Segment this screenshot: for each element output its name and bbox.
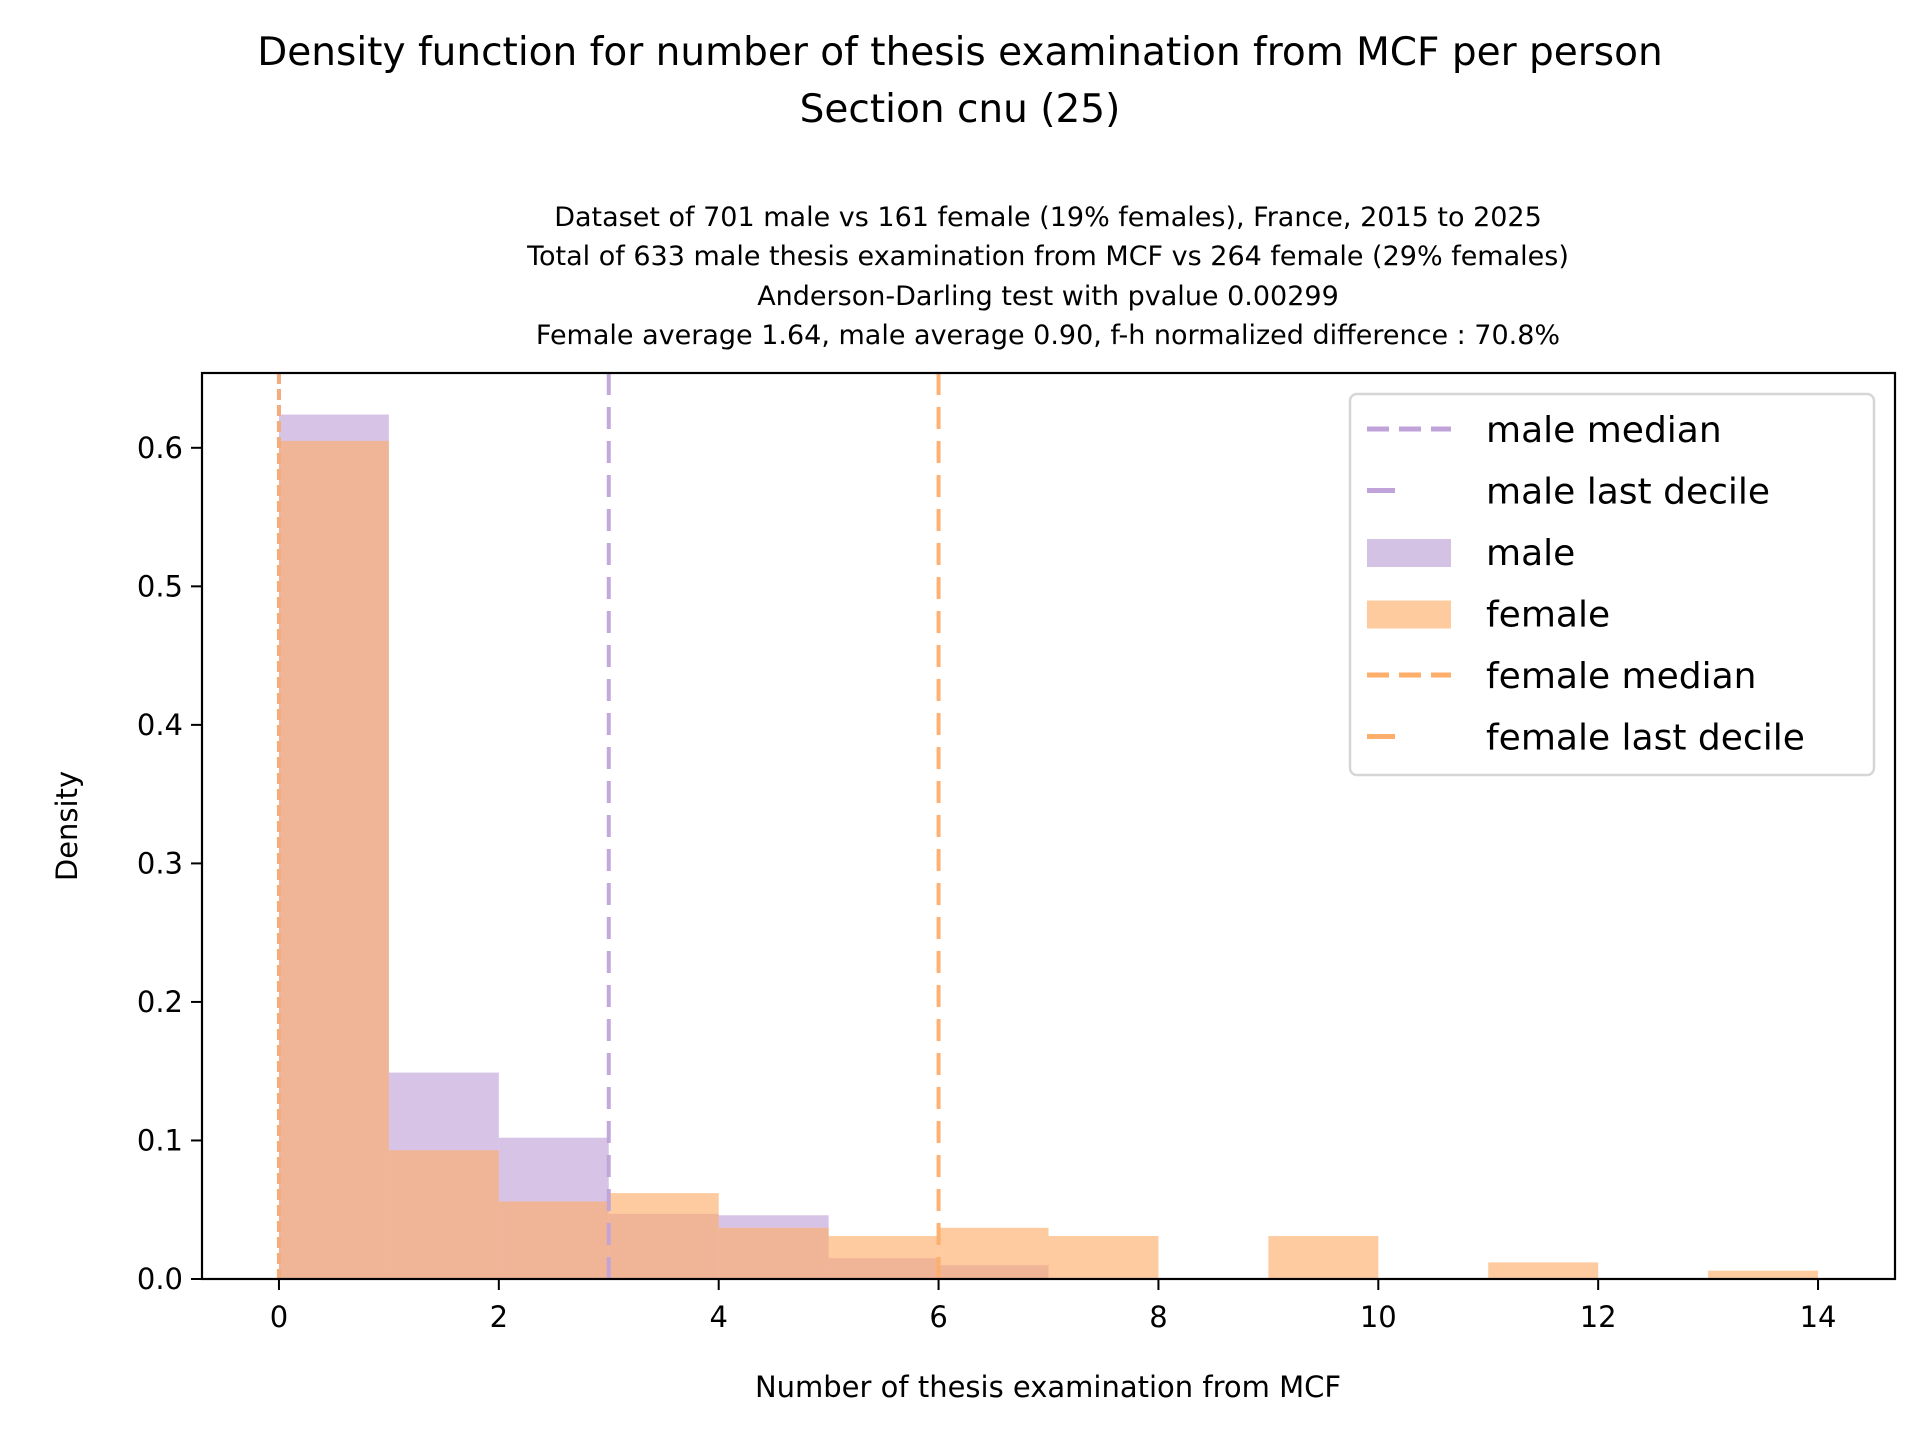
legend-item-male-median: male median (1367, 410, 1722, 451)
legend-item-female-median: female median (1367, 656, 1757, 697)
legend-swatch (1367, 539, 1451, 567)
y-tick-label: 0.6 (137, 431, 183, 465)
female-bar (498, 1201, 609, 1279)
x-tick-label: 12 (1580, 1300, 1617, 1334)
y-axis-ticks: 0.0 0.1 0.2 0.3 0.4 0.5 0.6 (137, 431, 202, 1296)
y-axis-label: Density (50, 771, 84, 881)
legend-label: female last decile (1486, 718, 1805, 759)
female-bar (718, 1227, 829, 1279)
x-tick-label: 8 (1149, 1300, 1167, 1334)
legend-label: female median (1486, 656, 1757, 697)
y-tick-label: 0.0 (137, 1262, 183, 1296)
female-bar (1268, 1236, 1379, 1279)
legend-item-male-last-decile: male last decile (1367, 472, 1770, 513)
subtitle-line-1: Dataset of 701 male vs 161 female (19% f… (554, 202, 1542, 233)
female-bar (1048, 1236, 1159, 1279)
x-tick-label: 0 (270, 1300, 288, 1334)
y-tick-label: 0.1 (137, 1123, 183, 1157)
legend-label: male last decile (1486, 472, 1770, 513)
legend-label: female (1486, 595, 1610, 636)
female-bar (1708, 1270, 1819, 1279)
x-axis-ticks: 0 2 4 6 8 10 12 14 (270, 1279, 1837, 1334)
female-histogram (278, 440, 1819, 1279)
female-bar (828, 1236, 939, 1279)
female-bar (278, 440, 389, 1279)
female-bar (608, 1193, 719, 1279)
legend-item-female: female (1367, 595, 1610, 636)
legend-box (1348, 392, 1876, 777)
x-tick-label: 14 (1800, 1300, 1837, 1334)
female-bar (1488, 1262, 1599, 1279)
female-bar (938, 1227, 1049, 1279)
y-tick-label: 0.5 (137, 569, 183, 603)
subtitle-line-3: Anderson-Darling test with pvalue 0.0029… (757, 281, 1339, 312)
axes-frame (200, 371, 1897, 1281)
x-tick-label: 6 (929, 1300, 947, 1334)
legend-label: male median (1486, 410, 1722, 451)
chart-title-line2: Section cnu (25) (800, 87, 1121, 132)
y-tick-label: 0.2 (137, 985, 183, 1019)
female-bar (388, 1150, 499, 1279)
reference-lines (276, 373, 941, 1279)
legend-item-female-last-decile: female last decile (1367, 718, 1805, 759)
x-tick-label: 4 (709, 1300, 727, 1334)
x-axis-label: Number of thesis examination from MCF (755, 1370, 1341, 1404)
legend: male median male last decile male female fem… (1348, 392, 1876, 777)
x-tick-label: 2 (490, 1300, 508, 1334)
subtitle-line-2: Total of 633 male thesis examination fro… (526, 241, 1569, 272)
x-tick-label: 10 (1360, 1300, 1397, 1334)
subtitle-line-4: Female average 1.64, male average 0.90, … (536, 320, 1560, 351)
y-tick-label: 0.3 (137, 846, 183, 880)
chart-title: Density function for number of thesis ex… (257, 30, 1662, 75)
y-tick-label: 0.4 (137, 708, 183, 742)
legend-swatch (1367, 600, 1451, 629)
legend-label: male (1486, 533, 1575, 574)
legend-item-male: male (1367, 533, 1575, 574)
